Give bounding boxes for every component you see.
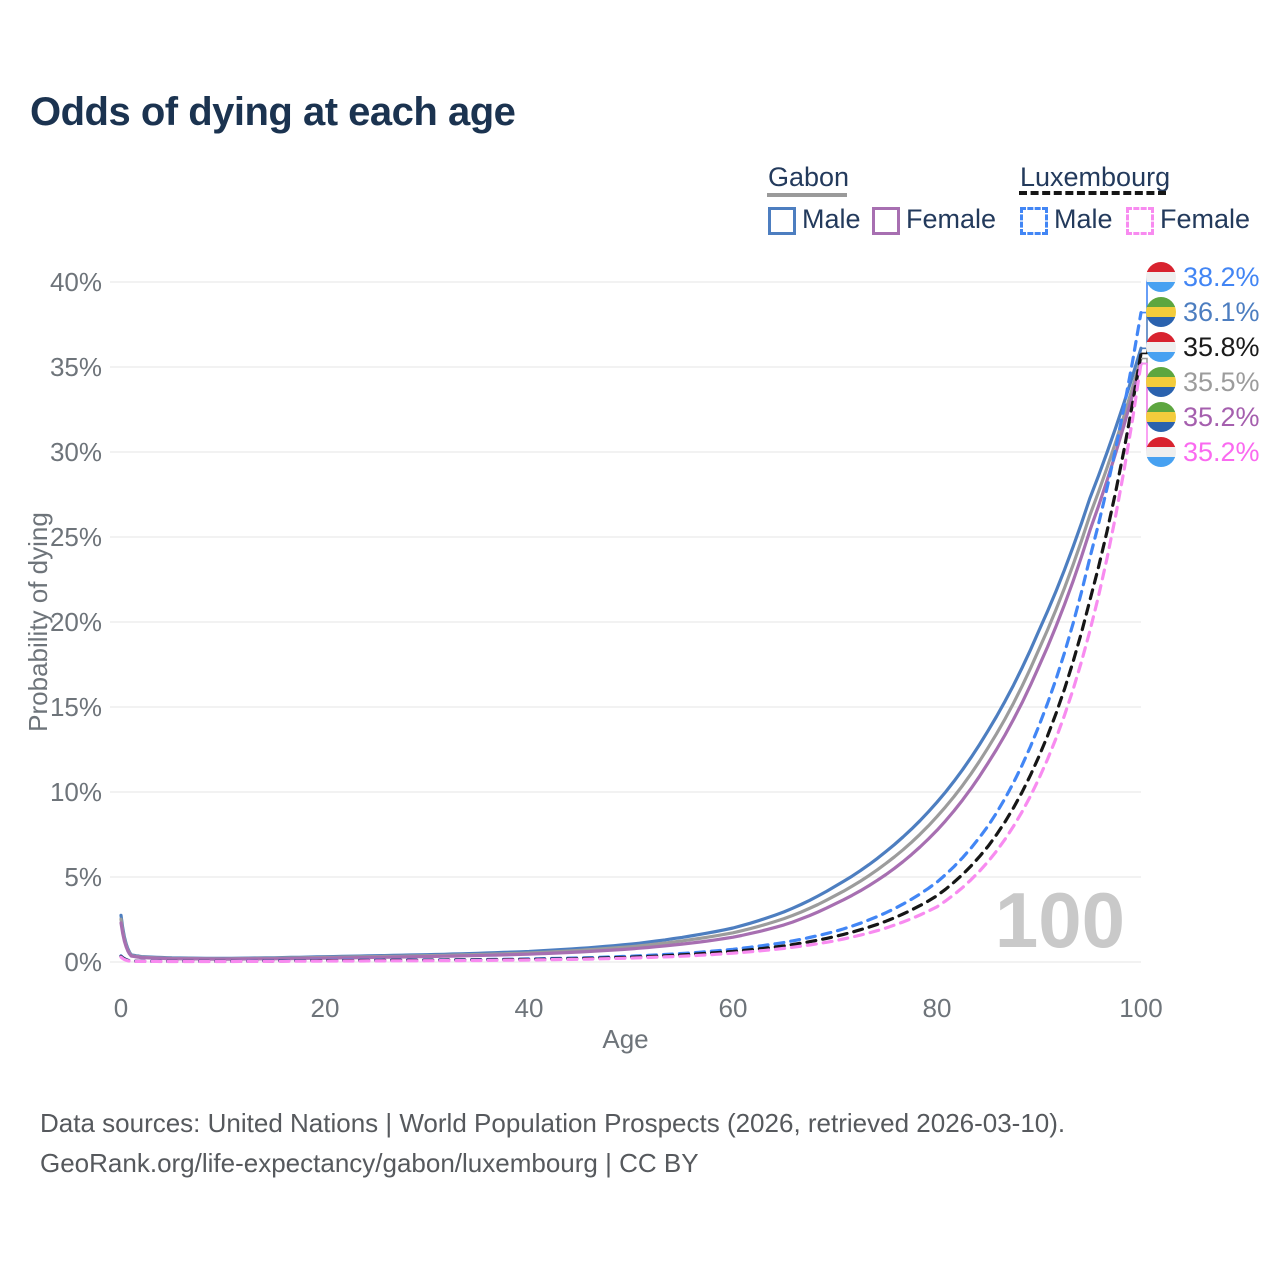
y-axis-title: Probability of dying [23,512,53,732]
end-value-label: 35.2% [1183,401,1260,432]
x-tick-label-100: 100 [1119,993,1162,1023]
y-tick-label-25: 25% [50,522,102,552]
legend-country-luxembourg: Luxembourg [1020,162,1171,192]
legend-luxembourg-male-label[interactable]: Male [1054,204,1113,234]
y-tick-label-15: 15% [50,692,102,722]
series-line-gabon-male [119,346,1143,961]
x-tick-label-60: 60 [719,993,748,1023]
x-axis-title: Age [602,1024,648,1054]
series-line-luxembourg-male [119,311,1143,963]
y-tick-label-10: 10% [50,777,102,807]
end-label-gabon-male: 36.1% [1146,295,1260,329]
gabon-flag-icon [1146,367,1176,397]
y-tick-label-20: 20% [50,607,102,637]
gabon-flag-icon [1146,297,1176,327]
page-title: Odds of dying at each age [30,90,516,134]
end-value-label: 35.5% [1183,366,1260,397]
series-line-luxembourg-female [119,362,1143,964]
end-label-gabon-both-sexes: 35.5% [1146,365,1260,399]
legend-luxembourg-female-checkbox[interactable] [1126,207,1154,235]
end-label-luxembourg-female: 35.2% [1146,435,1260,469]
y-tick-label-5: 5% [64,862,102,892]
x-tick-label-80: 80 [923,993,952,1023]
age-watermark: 100 [995,876,1125,964]
end-value-label: 35.2% [1183,436,1260,467]
luxembourg-flag-icon [1146,437,1176,467]
legend-country-gabon: Gabon [768,162,850,192]
x-tick-label-20: 20 [311,993,340,1023]
y-tick-label-30: 30% [50,437,102,467]
end-label-gabon-female: 35.2% [1146,400,1260,434]
legend-luxembourg-male-checkbox[interactable] [1020,207,1048,235]
luxembourg-flag-icon [1146,262,1176,292]
footer-data-sources: Data sources: United Nations | World Pop… [40,1108,1066,1138]
end-value-label: 35.8% [1183,331,1260,362]
luxembourg-flag-icon [1146,332,1176,362]
end-value-label: 36.1% [1183,296,1260,327]
end-value-label: 38.2% [1183,261,1260,292]
x-tick-label-0: 0 [114,993,128,1023]
legend-gabon-female-label[interactable]: Female [906,204,997,234]
y-tick-label-0: 0% [64,947,102,977]
series-line-gabon-female [119,362,1143,961]
legend-luxembourg-dashed-line-sample [1019,191,1166,195]
series-line-luxembourg-both-sexes [119,351,1143,964]
legend-luxembourg-female-label[interactable]: Female [1160,204,1251,234]
y-tick-label-35: 35% [50,352,102,382]
legend-gabon-male-checkbox[interactable] [768,207,796,235]
gabon-flag-icon [1146,402,1176,432]
legend-gabon-female-checkbox[interactable] [872,207,900,235]
series-line-gabon-both-sexes [119,356,1143,961]
footer-attribution: GeoRank.org/life-expectancy/gabon/luxemb… [40,1148,699,1178]
end-label-luxembourg-male: 38.2% [1146,260,1260,294]
legend-gabon-male-label[interactable]: Male [802,204,861,234]
x-tick-label-40: 40 [515,993,544,1023]
end-label-luxembourg-both-sexes: 35.8% [1146,330,1260,364]
legend-gabon-solid-line-sample [767,193,847,197]
y-tick-label-40: 40% [50,267,102,297]
